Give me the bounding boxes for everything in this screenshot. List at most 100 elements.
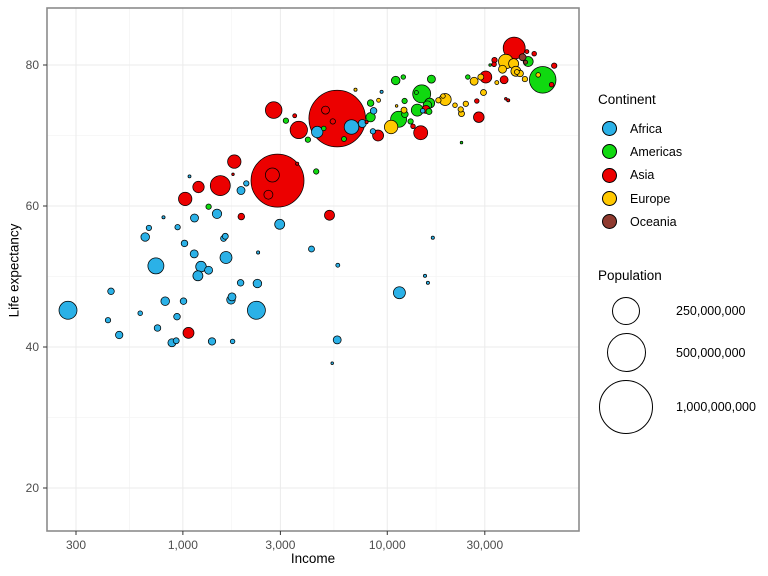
data-point-americas [427,74,436,84]
data-point-asia [250,153,305,208]
x-tick-label: 3,000 [265,538,295,552]
legend-item-oceania: Oceania [598,210,682,233]
population-size-circle-box [598,297,654,325]
data-point-asia [263,189,274,200]
data-point-americas [321,125,327,132]
population-size-circle-box [598,333,654,372]
continent-legend: Continent Africa Americas Asia Europe Oceani… [598,92,682,233]
data-point-asia [237,212,245,221]
data-point-asia [491,61,497,67]
data-point-americas [407,118,414,125]
data-point-europe [480,89,487,96]
data-point-africa [219,251,233,264]
population-legend-rows: 250,000,000 500,000,000 1,000,000,000 [598,293,756,438]
data-point-asia [548,82,555,88]
data-point-africa [420,108,426,114]
data-point-asia [321,105,330,115]
data-point-africa [423,273,427,278]
data-point-americas [282,117,289,124]
data-point-asia [209,175,231,196]
data-point-africa [393,286,406,300]
data-point-asia [524,49,530,54]
data-point-americas [205,203,212,210]
data-point-europe [535,72,541,78]
data-point-africa [357,119,367,128]
data-point-asia [289,120,308,139]
data-point-europe [494,80,500,85]
data-point-europe [384,119,399,135]
x-tick-label: 1,000 [168,538,198,552]
population-size-circle [612,297,640,325]
data-point-africa [140,232,150,242]
data-point-europe [353,87,358,92]
data-point-asia [178,191,193,206]
legend-item-africa: Africa [598,117,682,140]
data-point-americas [425,108,433,115]
data-point-americas [529,66,557,94]
data-point-africa [311,125,324,139]
y-tick-label: 80 [26,58,40,72]
data-point-africa [252,278,263,289]
data-point-africa [256,250,261,255]
data-point-asia [329,118,336,125]
legend-item-label: Americas [630,144,683,159]
data-point-asia [182,327,195,339]
data-point-europe [394,104,399,108]
x-tick-label: 300 [66,538,86,552]
data-point-asia [364,120,369,125]
data-point-europe [477,73,485,81]
data-point-asia [499,75,509,85]
x-tick-label: 30,000 [466,538,503,552]
data-point-americas [304,136,311,143]
population-legend-item: 500,000,000 [598,329,756,376]
legend-item-label: Asia [630,168,655,183]
data-point-africa [107,287,115,295]
data-point-africa [430,235,435,240]
legend-item-label: Oceania [630,214,677,229]
continent-swatch-icon [602,121,617,137]
data-point-asia [473,111,485,123]
data-point-africa [137,310,143,316]
continent-legend-title: Continent [598,92,656,107]
data-point-africa [343,119,360,135]
data-point-africa [58,300,78,320]
data-point-europe [498,64,507,74]
data-point-africa [187,174,192,179]
data-point-africa [180,239,189,248]
x-axis-title: Income [290,551,336,566]
legend-item-europe: Europe [598,187,682,210]
data-point-africa [174,224,181,231]
data-point-asia [324,209,335,221]
legend-item-americas: Americas [598,140,682,163]
data-point-asia [506,98,511,103]
population-size-label: 500,000,000 [676,345,746,360]
data-point-asia [192,180,205,194]
data-point-asia [227,154,242,169]
continent-swatch-icon [602,191,617,207]
data-point-africa [145,224,152,231]
data-point-asia [413,125,429,141]
y-axis-title: Life expectancy [6,223,22,318]
data-point-americas [414,90,419,95]
x-tick-label: 10,000 [369,538,406,552]
data-point-africa [190,213,199,223]
data-point-africa [369,107,378,115]
data-point-africa [192,270,204,282]
data-point-europe [440,93,446,99]
data-point-africa [227,292,237,302]
data-point-africa [236,186,246,195]
y-tick-label: 60 [26,199,40,213]
population-legend-title: Population [598,268,662,283]
data-point-asia [410,123,416,129]
population-legend-item: 250,000,000 [598,293,756,329]
population-size-label: 1,000,000,000 [676,400,756,414]
data-point-europe [514,69,520,75]
data-point-europe [462,100,469,107]
continent-swatch-icon [602,167,617,183]
data-point-asia [295,161,300,166]
data-point-asia [265,167,280,183]
population-size-circle [599,380,653,434]
data-point-africa [153,324,162,332]
